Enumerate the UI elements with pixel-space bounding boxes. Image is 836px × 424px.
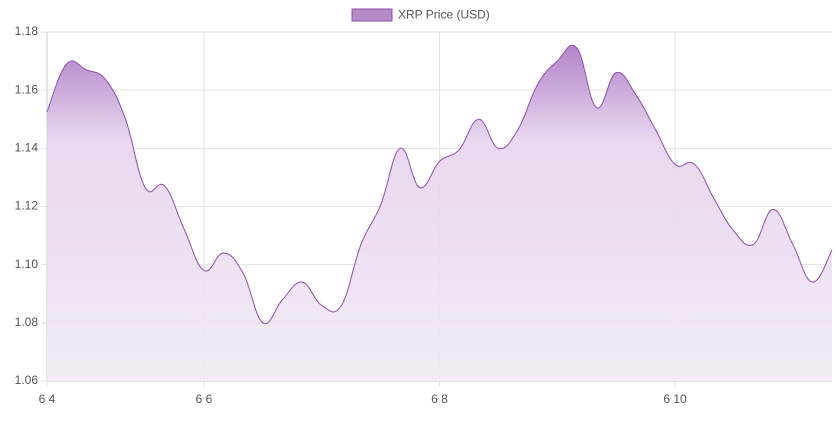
x-tick-label: 6 6 bbox=[196, 392, 213, 406]
plot bbox=[46, 44, 833, 381]
y-tick-label: 1.14 bbox=[15, 141, 39, 155]
x-tick-label: 6 4 bbox=[39, 392, 56, 406]
x-tick-label: 6 8 bbox=[431, 392, 448, 406]
legend-label: XRP Price (USD) bbox=[398, 8, 490, 22]
y-tick-label: 1.18 bbox=[15, 24, 39, 38]
y-tick-label: 1.08 bbox=[15, 315, 39, 329]
price-line bbox=[46, 44, 833, 325]
area-fill bbox=[47, 45, 832, 381]
legend: XRP Price (USD) bbox=[351, 8, 490, 22]
legend-swatch bbox=[351, 8, 393, 22]
y-tick-label: 1.12 bbox=[15, 199, 39, 213]
y-tick-label: 1.06 bbox=[15, 373, 39, 387]
x-tick-label: 6 10 bbox=[663, 392, 687, 406]
y-tick-label: 1.10 bbox=[15, 257, 39, 271]
y-tick-label: 1.16 bbox=[15, 82, 39, 96]
